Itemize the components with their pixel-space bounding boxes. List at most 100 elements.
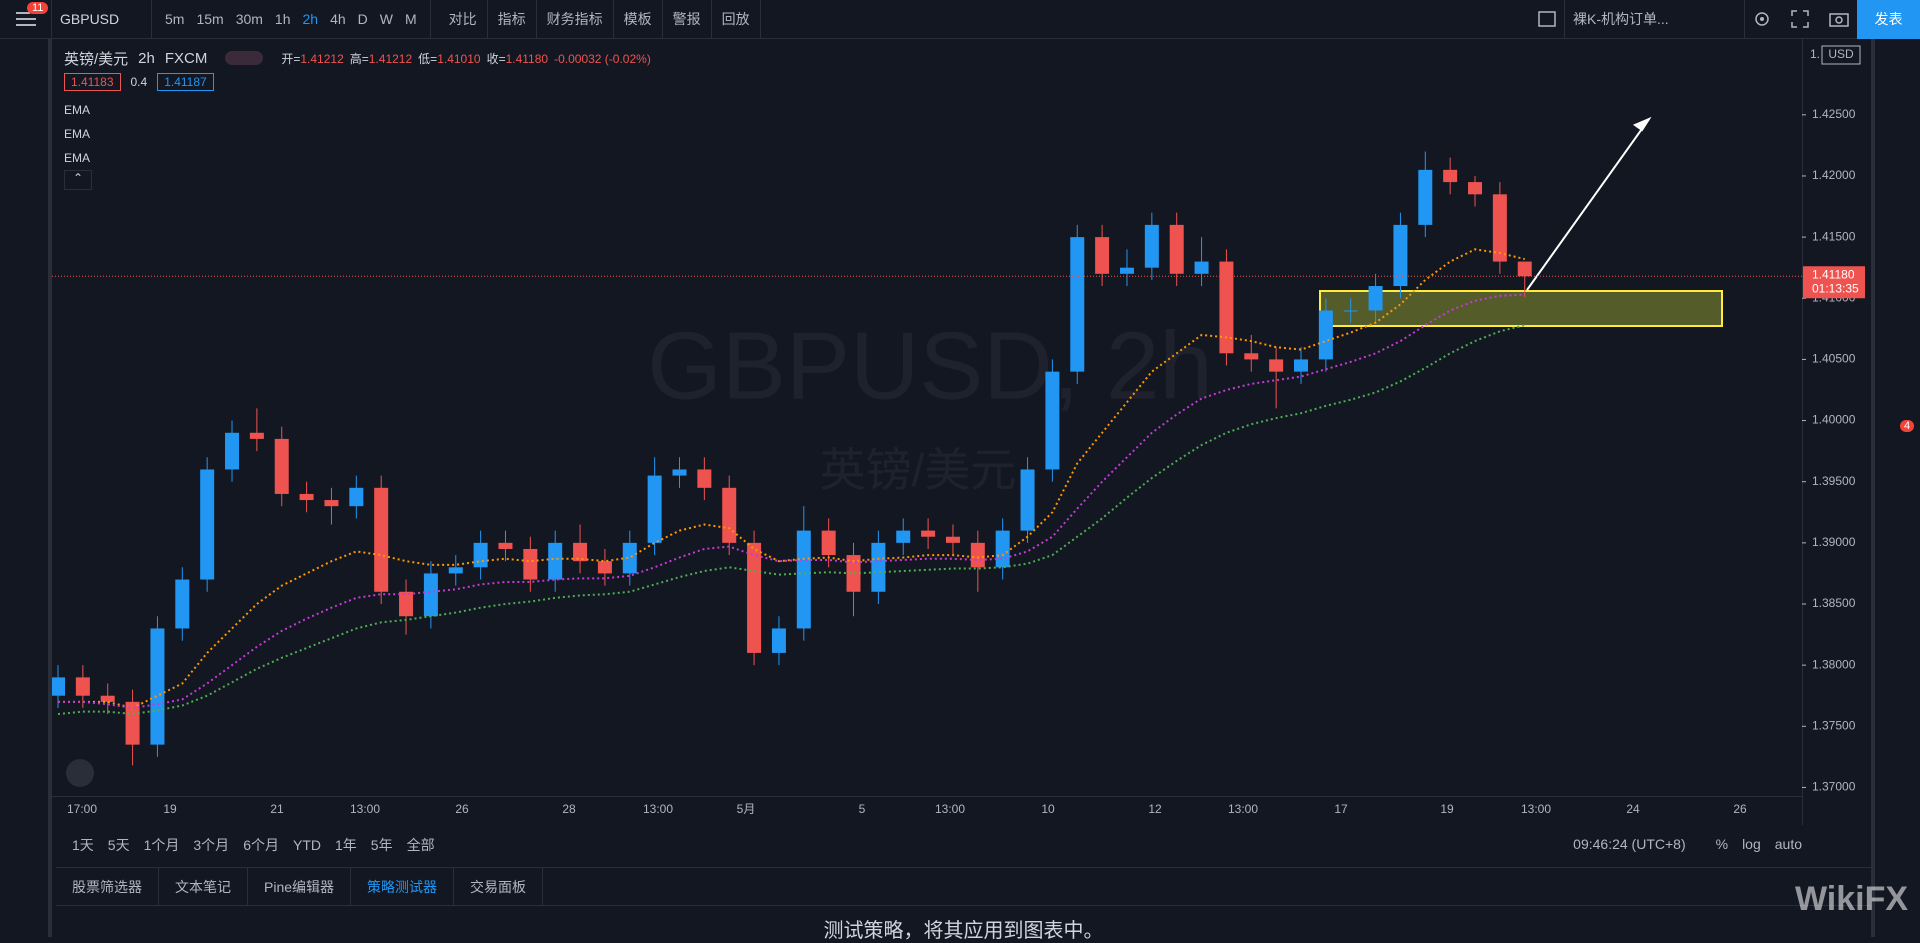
interval-button[interactable]: 5m	[165, 11, 185, 27]
candle-body	[225, 432, 240, 470]
bid-box: 1.41183	[64, 73, 121, 91]
drawn-rectangle[interactable]	[1319, 290, 1723, 327]
range-button[interactable]: 1个月	[143, 837, 180, 853]
right-sidebar	[1871, 39, 1920, 937]
tab[interactable]: 文本笔记	[159, 867, 248, 906]
interval-button[interactable]: 2h	[302, 11, 319, 27]
notification-badge: 11	[27, 2, 49, 14]
legend-interval: 2h	[138, 49, 155, 67]
candle-body	[52, 677, 65, 696]
candle-body	[1443, 169, 1458, 183]
candle-body	[921, 530, 936, 537]
toolbar-button[interactable]: 指标	[488, 0, 537, 39]
toolbar-button[interactable]: 警报	[663, 0, 712, 39]
axis-option[interactable]: %	[1715, 836, 1729, 852]
range-button[interactable]: 5天	[107, 837, 130, 853]
y-tick-label: 1.37500	[1812, 718, 1856, 732]
left-toolbar	[0, 39, 52, 937]
tab[interactable]: 股票筛选器	[56, 867, 159, 906]
range-button[interactable]: 全部	[406, 837, 435, 853]
range-button[interactable]: 1天	[72, 837, 94, 853]
interval-button[interactable]: 15m	[196, 11, 224, 27]
y-tick-label: 1.38500	[1812, 596, 1856, 610]
menu-icon	[15, 12, 36, 26]
toolbar-button[interactable]: 对比	[439, 0, 488, 39]
candle-body	[1020, 469, 1035, 531]
range-button[interactable]: 3个月	[193, 837, 230, 853]
candle-body	[945, 536, 960, 543]
interval-button[interactable]: 4h	[330, 11, 346, 27]
tab[interactable]: 策略测试器	[351, 867, 455, 906]
interval-button[interactable]: 30m	[235, 11, 263, 27]
drawn-arrow[interactable]	[1526, 118, 1650, 291]
layout-name[interactable]: 裸K-机构订单...	[1565, 0, 1745, 39]
interval-button[interactable]: D	[357, 11, 368, 27]
legend-row: 英镑/美元 2h FXCM 开=1.41212 高=1.41212 低=1.4101…	[64, 46, 651, 70]
interval-button[interactable]: W	[379, 11, 393, 27]
axis-top-label: 1.	[1810, 47, 1820, 61]
candle-body	[324, 500, 339, 507]
candle-body	[1169, 224, 1184, 274]
indicator-row: EMA	[64, 122, 651, 146]
candle-body	[249, 432, 264, 439]
indicator-name[interactable]: EMA	[64, 127, 91, 141]
layout-icon[interactable]	[1530, 0, 1565, 39]
toolbar-button[interactable]: 回放	[712, 0, 761, 39]
currency-box[interactable]	[1821, 45, 1861, 65]
candle-body	[1318, 310, 1333, 360]
interval-group: 5m 15m 30m 1h 2h 4h D W M	[152, 0, 431, 39]
range-button[interactable]: YTD	[292, 837, 321, 853]
x-tick-label: 13:00	[935, 802, 965, 816]
y-tick-label: 1.40500	[1812, 352, 1856, 366]
candle-body	[821, 530, 836, 556]
indicator-list: EMA EMA EMA	[64, 98, 651, 170]
ohlc-value: 1.41212	[368, 51, 413, 66]
collapse-button[interactable]: ⌃	[64, 170, 92, 190]
interval-button[interactable]: 1h	[274, 11, 291, 27]
toolbar-button[interactable]: 财务指标	[537, 0, 614, 39]
spread: 0.4	[130, 75, 148, 89]
range-bar: 1天 5天 1个月 3个月 6个月 YTD 1年 5年 全部	[56, 830, 1802, 860]
interval-button[interactable]: M	[405, 11, 417, 27]
axis-options: 09:46:24 (UTC+8)% log auto	[1573, 836, 1802, 852]
symbol-search[interactable]: GBPUSD	[52, 0, 152, 39]
logo-button[interactable]	[66, 759, 94, 787]
x-tick-label: 28	[562, 802, 576, 816]
legend-toggle[interactable]	[225, 51, 264, 65]
last-price-label: 1.41180	[1812, 267, 1855, 281]
publish-button[interactable]: 发表	[1857, 0, 1920, 39]
x-tick-label: 24	[1626, 802, 1640, 816]
toolbar-button[interactable]: 模板	[614, 0, 663, 39]
candle-body	[100, 695, 115, 702]
menu-button[interactable]	[0, 0, 52, 39]
tab[interactable]: Pine编辑器	[248, 867, 352, 906]
candle-body	[1095, 237, 1110, 274]
range-button[interactable]: 6个月	[243, 837, 279, 853]
x-tick-label: 5月	[737, 802, 756, 816]
arrow-head	[1632, 116, 1652, 132]
axis-option[interactable]: log	[1742, 836, 1761, 852]
ohlc-key: 低=	[418, 51, 438, 66]
candle-body	[150, 628, 165, 745]
fullscreen-icon[interactable]	[1791, 10, 1809, 28]
range-button[interactable]: 5年	[370, 837, 393, 853]
candle-body	[672, 469, 687, 476]
axis-option[interactable]: auto	[1774, 836, 1802, 852]
snapshot-icon[interactable]	[1829, 10, 1849, 28]
tab[interactable]: 交易面板	[454, 867, 544, 906]
range-button[interactable]: 1年	[334, 837, 357, 853]
candle-body	[374, 487, 389, 592]
indicator-name[interactable]: EMA	[64, 151, 91, 165]
candle-body	[722, 487, 737, 543]
settings-icon[interactable]	[1753, 10, 1771, 28]
candle-body	[125, 701, 140, 745]
candle-body	[896, 530, 911, 543]
indicator-name[interactable]: EMA	[64, 103, 91, 117]
ask-box: 1.41187	[157, 73, 214, 91]
ema-line	[58, 293, 1525, 709]
clock: 09:46:24 (UTC+8)	[1573, 836, 1686, 852]
y-tick-label: 1.37000	[1812, 780, 1856, 794]
ohlc-key: 高=	[349, 51, 369, 66]
x-tick-label: 13:00	[1521, 802, 1551, 816]
